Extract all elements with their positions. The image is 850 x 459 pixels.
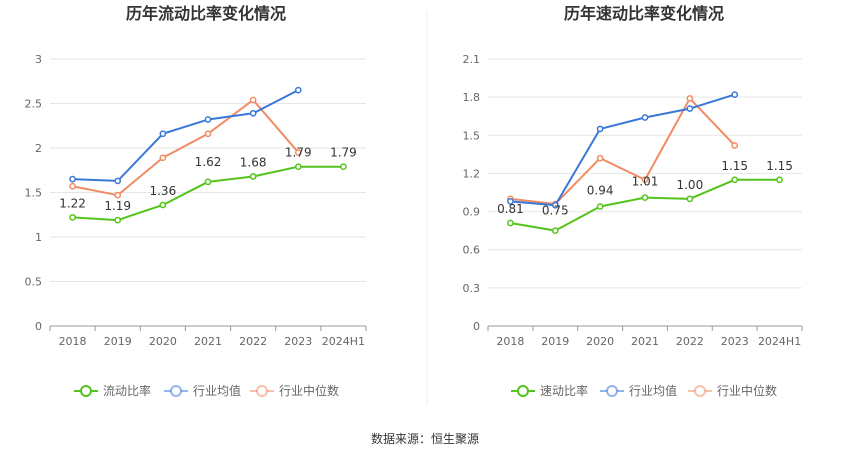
data-point [776,176,783,184]
data-label: 0.81 [497,202,524,216]
data-label: 0.75 [542,204,569,218]
legend-label: 行业均值 [629,383,677,398]
y-tick-label: 2.5 [25,98,43,111]
x-tick-label: 2020 [586,335,614,348]
data-label: 1.68 [240,155,267,169]
y-tick-label: 0 [473,320,480,333]
data-point [507,219,514,227]
data-point [249,96,257,104]
legend-marker [170,385,182,397]
data-point [114,216,122,224]
legend-label: 行业中位数 [279,383,339,398]
x-tick-label: 2022 [676,335,704,348]
data-label: 1.22 [59,196,86,210]
data-point [69,214,76,221]
current-ratio-chart: 历年流动比率变化情况 0 0.5 1 1.5 2 2.5 3 2018 2019 2020 2021 2… [25,4,367,398]
data-point [159,201,167,209]
y-tick-label: 2 [35,142,42,155]
y-tick-label: 1.8 [463,91,481,104]
data-label: 1.79 [285,146,312,160]
series-line [510,93,736,207]
x-tick-label: 2020 [149,335,177,348]
legend-marker [80,385,92,397]
data-point [641,114,649,121]
data-point [204,130,212,138]
data-point [686,195,694,203]
data-label: 1.01 [632,175,659,189]
data-point [114,177,122,185]
data-point [731,142,739,149]
data-point [686,105,694,112]
x-tick-label: 2023 [284,335,312,348]
legend-marker [517,385,529,397]
x-tick-label: 2019 [541,335,569,348]
x-tick-label: 2022 [239,335,267,348]
y-tick-label: 0.9 [463,206,481,219]
legend-marker [694,385,706,397]
quick-ratio-chart: 历年速动比率变化情况 0 0.3 0.6 0.9 1.2 1.5 1.8 2.1 2018 2019… [463,4,803,398]
y-tick-label: 1.5 [25,187,43,200]
y-tick-label: 1.5 [463,129,481,142]
y-tick-label: 0.5 [25,276,43,289]
data-label: 1.00 [676,178,703,192]
series-line [72,89,299,182]
y-tick-label: 1 [35,231,42,244]
data-point [507,198,514,205]
y-tick-label: 0 [35,320,42,333]
data-point [686,95,694,102]
legend-marker [256,385,268,397]
data-label: 1.36 [149,184,176,198]
data-point [114,191,122,199]
data-label: 1.62 [195,155,222,169]
data-point [249,109,257,117]
data-point [204,116,212,123]
data-point [204,178,212,186]
data-point [340,163,347,171]
legend-label: 行业中位数 [717,383,777,398]
data-point [596,154,604,162]
data-point [294,86,302,94]
chart-title: 历年流动比率变化情况 [126,4,286,23]
data-point [731,91,739,98]
y-tick-label: 1.2 [463,167,481,180]
x-tick-label: 2024H1 [322,335,365,348]
data-label: 1.15 [766,159,793,173]
data-label: 1.79 [330,146,357,160]
x-tick-label: 2018 [59,335,87,348]
data-source-note: 数据来源：恒生聚源 [371,431,479,446]
y-tick-label: 2.1 [463,53,481,66]
data-point [551,227,559,234]
data-point [731,176,739,184]
data-point [249,173,257,180]
y-tick-label: 3 [35,53,42,66]
data-point [159,154,167,162]
y-tick-label: 0.6 [463,244,481,257]
data-label: 0.94 [587,183,614,197]
data-point [69,182,76,190]
data-point [641,176,649,184]
data-point [159,130,167,138]
x-tick-label: 2024H1 [758,335,801,348]
x-tick-label: 2018 [496,335,524,348]
x-tick-label: 2021 [631,335,659,348]
data-point [596,125,604,133]
data-point [294,163,302,171]
data-point [596,203,604,210]
data-point [551,201,559,209]
data-point [641,194,649,201]
legend-label: 速动比率 [540,383,588,398]
legend-label: 流动比率 [103,383,151,398]
x-tick-label: 2021 [194,335,222,348]
chart-title: 历年速动比率变化情况 [564,4,724,23]
legend-marker [606,385,618,397]
y-tick-label: 0.3 [463,282,481,295]
x-tick-label: 2023 [721,335,749,348]
data-point [69,175,76,183]
x-tick-label: 2019 [104,335,132,348]
data-label: 1.15 [721,159,748,173]
legend-label: 行业均值 [193,383,241,398]
data-label: 1.19 [104,199,131,213]
data-point [294,149,302,156]
